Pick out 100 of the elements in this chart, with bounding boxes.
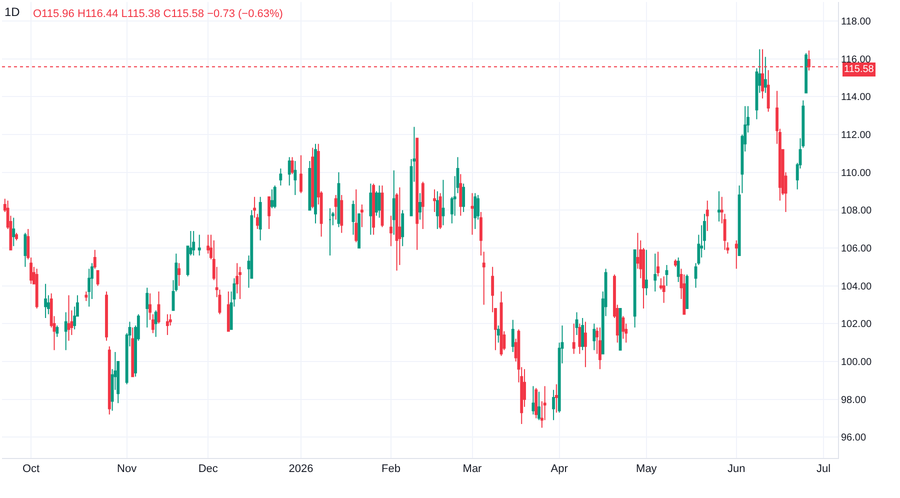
x-tick-label: Jun: [728, 463, 746, 476]
candlestick: [401, 210, 404, 247]
x-tick-label: Jul: [816, 463, 831, 476]
candlestick: [462, 183, 466, 213]
candlestick: [552, 389, 555, 421]
text: O115.96 H116.44 L115.38 C115.58 −0.73 (−0.63%): [33, 8, 283, 20]
y-tick-label: 104.00: [841, 281, 872, 292]
candlestick: [766, 70, 770, 112]
x-tick-label: Nov: [117, 463, 138, 476]
candlestick: [372, 183, 376, 236]
candlestick: [352, 200, 355, 236]
ref-line-label: 115.58: [844, 64, 874, 75]
chart-title: 1D: [4, 4, 20, 19]
candlestick: [35, 268, 38, 310]
x-tick-label: Dec: [198, 463, 218, 476]
candlestick: [105, 290, 108, 342]
candlestick: [178, 262, 181, 286]
candlestick: [154, 310, 158, 338]
candlestick: [290, 156, 294, 175]
candlestick: [511, 319, 514, 353]
candlestick: [656, 251, 660, 277]
candlestick: [96, 270, 100, 286]
candlestick: [578, 323, 582, 354]
candlestick: [314, 143, 317, 224]
candlestick: [157, 290, 160, 324]
candlestick: [294, 160, 297, 196]
y-tick-label: 110.00: [841, 168, 872, 179]
candlestick: [226, 290, 230, 332]
candlestick: [482, 251, 486, 306]
candlestick: [584, 321, 587, 368]
candlestick: [538, 391, 540, 421]
candlestick: [718, 190, 720, 222]
candlestick: [270, 188, 274, 209]
candlestick: [674, 258, 677, 268]
candlestick: [706, 200, 709, 232]
candlestick: [334, 194, 338, 220]
candlestick: [354, 188, 358, 243]
candlestick: [337, 172, 340, 228]
x-tick-label: Oct: [22, 463, 40, 476]
candlestick: [268, 196, 271, 230]
candlestick: [581, 317, 584, 351]
candlestick: [24, 232, 27, 268]
candlestick: [258, 196, 262, 241]
y-tick-label: 96.00: [841, 432, 866, 444]
candlestick: [192, 230, 196, 256]
candlestick: [12, 217, 16, 247]
candlestick: [665, 264, 668, 286]
candlestick: [436, 190, 439, 230]
candlestick: [438, 192, 442, 230]
candlestick: [633, 249, 636, 328]
candlestick: [654, 253, 657, 292]
candlestick: [459, 174, 462, 216]
candlestick: [340, 194, 344, 234]
candlestick: [662, 276, 666, 304]
x-tick-label: Feb: [381, 463, 400, 476]
candlestick: [300, 154, 302, 194]
candlestick: [618, 308, 622, 351]
candlestick: [598, 326, 602, 370]
candlestick: [131, 326, 134, 378]
candlestick: [146, 287, 149, 328]
candlestick: [572, 323, 576, 354]
x-tick-label: Mar: [462, 463, 482, 476]
candlestick: [311, 147, 314, 209]
y-tick-label: 98.00: [841, 394, 866, 406]
candlestick: [479, 212, 482, 256]
candlestick: [198, 234, 201, 256]
x-tick-label: 2026: [288, 463, 314, 476]
x-tick-label: Apr: [550, 463, 568, 476]
candlestick: [273, 185, 276, 209]
candlestick: [360, 204, 364, 228]
candlestick: [421, 181, 424, 230]
candlestick: [380, 185, 384, 228]
candlestick: [734, 240, 738, 270]
candlestick: [390, 215, 392, 247]
candlestick: [44, 283, 48, 318]
candlestick: [238, 266, 242, 300]
candlestick: [554, 384, 558, 414]
candlestick: [532, 386, 535, 415]
candlestick: [442, 179, 445, 226]
candlestick: [64, 312, 68, 351]
candlestick: [644, 249, 648, 296]
candlestick: [279, 168, 282, 186]
candlestick: [622, 316, 625, 340]
candlestick: [804, 52, 808, 94]
candlestick: [418, 192, 422, 220]
y-tick-label: 114.00: [841, 92, 872, 104]
candlestick: [93, 249, 96, 270]
y-tick-label: 118.00: [841, 16, 872, 28]
candlestick: [592, 323, 596, 351]
y-tick-label: 112.00: [841, 130, 872, 141]
y-tick-label: 106.00: [841, 243, 872, 254]
y-tick-label: 116.00: [841, 54, 872, 66]
candlestick: [288, 156, 291, 186]
candlestick: [378, 185, 381, 218]
candlestick: [433, 188, 436, 213]
candlestick: [15, 232, 18, 241]
candlestick: [496, 325, 500, 344]
candlestick: [328, 208, 332, 256]
candlestick: [108, 346, 111, 415]
candlestick: [166, 314, 169, 336]
